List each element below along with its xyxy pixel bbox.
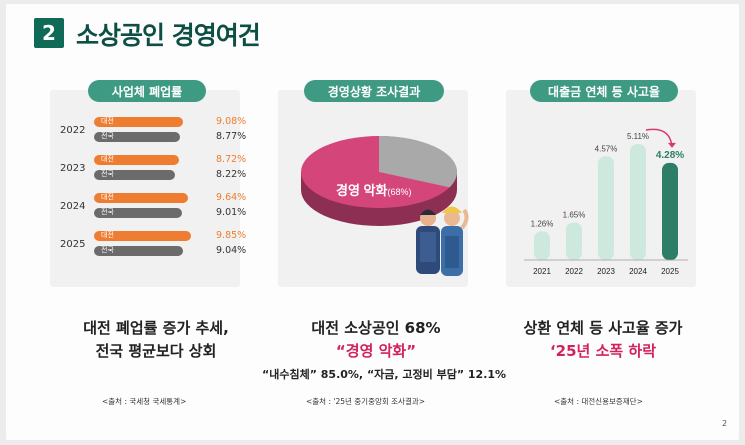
national-value: 9.04% [216, 245, 247, 256]
national-bar-label: 전국 [101, 246, 114, 254]
national-bar: 전국 [94, 170, 175, 180]
closure-year-label: 2023 [60, 163, 86, 174]
loan-bar [630, 144, 646, 260]
loan-bar-value: 1.65% [563, 211, 586, 220]
loan-caption-line2: ‘25년 소폭 하락 [549, 342, 657, 360]
survey-caption-line1: 대전 소상공인 68% [311, 319, 441, 337]
national-bar-label: 전국 [101, 208, 114, 216]
daejeon-bar-label: 대전 [101, 193, 114, 201]
section-title: 소상공인 경영여건 [76, 21, 261, 50]
section-number-badge: 2 [34, 18, 64, 48]
national-value: 8.22% [216, 169, 247, 180]
loan-bar [566, 222, 582, 260]
loan-caption: 상환 연체 등 사고율 증가 ‘25년 소폭 하락 [510, 317, 696, 363]
daejeon-value: 9.08% [216, 116, 247, 127]
loan-bar-value: 1.26% [531, 219, 554, 228]
national-bar-label: 전국 [101, 132, 114, 140]
survey-sub-caption: “내수침체” 85.0%, “자금, 고정비 부담” 12.1% [262, 368, 507, 381]
survey-pill: 경영상황 조사결과 [304, 80, 444, 102]
page-number: 2 [722, 419, 728, 428]
national-bar-label: 전국 [101, 170, 114, 178]
loan-bar-value: 5.11% [627, 132, 649, 141]
loan-year-label: 2025 [661, 267, 679, 276]
loan-bar [534, 231, 550, 260]
loan-bar-value: 4.28% [656, 150, 684, 161]
survey-caption: 대전 소상공인 68% “경영 악화” [286, 317, 466, 363]
daejeon-bar: 대전 [94, 193, 189, 203]
daejeon-value: 8.72% [216, 154, 247, 165]
closure-rate-pill: 사업체 폐업률 [88, 80, 206, 102]
decline-arrow [645, 128, 673, 147]
daejeon-bar: 대전 [94, 231, 191, 241]
pie-label: 경영 악화(68%) [336, 183, 411, 198]
loan-bar-value: 4.57% [595, 144, 618, 153]
closure-caption: 대전 폐업률 증가 추세, 전국 평균보다 상회 [66, 317, 246, 363]
daejeon-bar-label: 대전 [101, 117, 114, 125]
national-bar: 전국 [94, 208, 183, 218]
loan-source: <출처 : 대전신용보증재단> [554, 397, 643, 406]
loan-bar-chart: 1.26% 2021 1.65% 2022 4.57% 2023 5.11% 2024 4.28… [524, 128, 688, 276]
loan-year-label: 2023 [597, 267, 615, 276]
survey-caption-line2: “경영 악화” [335, 342, 417, 360]
closure-year-label: 2025 [60, 239, 86, 250]
loan-year-label: 2022 [565, 267, 583, 276]
national-bar: 전국 [94, 246, 183, 256]
loan-bar [662, 162, 678, 260]
loan-year-label: 2024 [629, 267, 647, 276]
closure-caption-line2: 전국 평균보다 상회 [95, 342, 217, 360]
pie-slice-rest [379, 136, 457, 188]
closure-source: <출처 : 국세청 국세통계> [102, 397, 187, 406]
daejeon-value: 9.85% [216, 230, 247, 241]
national-value: 8.77% [216, 131, 247, 142]
decline-arrow-head [668, 142, 676, 148]
daejeon-bar-label: 대전 [101, 231, 114, 239]
loan-pill: 대출금 연체 등 사고율 [530, 80, 678, 102]
people-illustration [416, 206, 469, 276]
daejeon-bar: 대전 [94, 155, 180, 165]
national-value: 9.01% [216, 207, 247, 218]
loan-year-label: 2021 [533, 267, 551, 276]
survey-source: <출처 : '25년 중기중앙회 조사결과> [306, 397, 426, 406]
loan-caption-line1: 상환 연체 등 사고율 증가 [523, 319, 683, 337]
slide: 2 소상공인 경영여건 사업체 폐업률 2022 대전 9.08% 전국 8.77% 20… [6, 4, 739, 440]
closure-year-label: 2024 [60, 201, 86, 212]
national-bar: 전국 [94, 132, 180, 142]
daejeon-value: 9.64% [216, 192, 247, 203]
closure-caption-line1: 대전 폐업률 증가 추세, [83, 319, 229, 337]
daejeon-bar: 대전 [94, 117, 183, 127]
loan-bar [598, 156, 614, 260]
closure-year-label: 2022 [60, 125, 86, 136]
survey-pie-chart: 경영 악화(68%) [301, 136, 457, 226]
daejeon-bar-label: 대전 [101, 155, 114, 163]
